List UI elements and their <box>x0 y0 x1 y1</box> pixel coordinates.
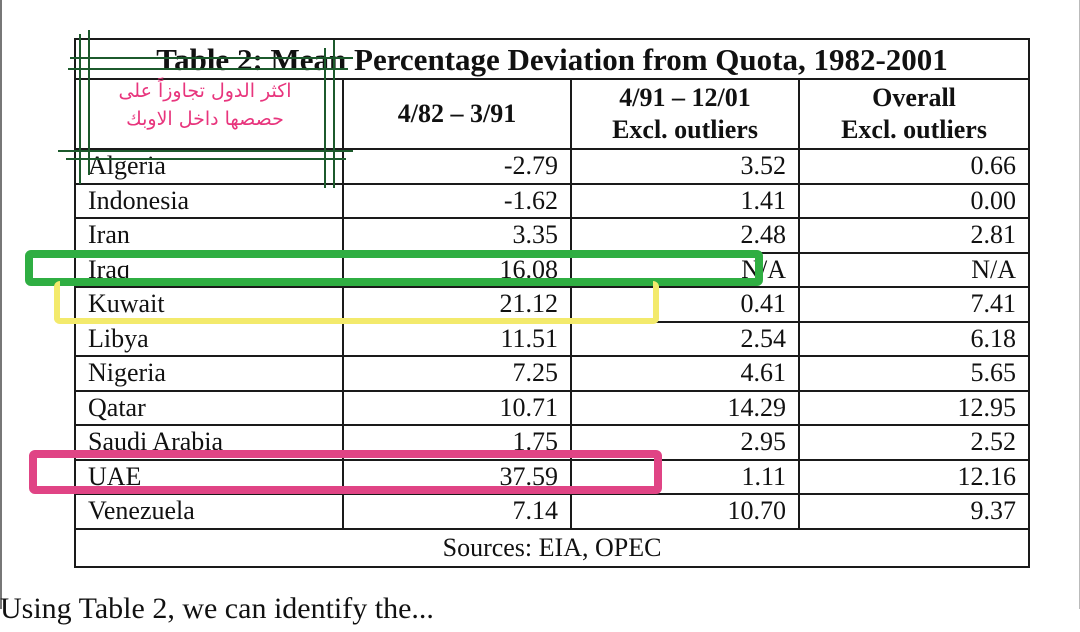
table-row: Venezuela 7.14 10.70 9.37 <box>74 493 1031 530</box>
annotation-frame-line <box>58 150 353 152</box>
cell-overall: 7.41 <box>797 286 1031 323</box>
cut-off-body-text: Using Table 2, we can identify the... <box>0 592 434 625</box>
page-left-edge <box>0 0 2 609</box>
cell-country: Qatar <box>74 389 344 426</box>
table-title: Table 2: Mean Percentage Deviation from … <box>73 38 1031 80</box>
cell-period1: -2.79 <box>342 148 572 185</box>
table-row: Kuwait 21.12 0.41 7.41 <box>74 286 1031 323</box>
annotation-frame-line <box>324 48 326 188</box>
cell-overall: N/A <box>797 251 1031 288</box>
cell-country: Venezuela <box>74 493 344 530</box>
cell-period2: 0.41 <box>570 286 800 323</box>
cell-overall: 12.16 <box>797 458 1031 495</box>
cell-period2: 1.41 <box>570 182 800 219</box>
cell-overall: 9.37 <box>797 493 1031 530</box>
annotation-frame-line <box>66 158 346 160</box>
cell-period2: 4.61 <box>570 355 800 392</box>
table-row: Iran 3.35 2.48 2.81 <box>74 217 1031 254</box>
arabic-annotation: اكثر الدول تجاوزاً على حصصها داخل الاوبك <box>80 75 330 155</box>
header-period1: 4/82 – 3/91 <box>342 78 572 150</box>
cell-period1: -1.62 <box>342 182 572 219</box>
table-source-row: Sources: EIA, OPEC <box>73 527 1031 568</box>
table-row: Indonesia -1.62 1.41 0.00 <box>74 182 1031 219</box>
cell-country: Libya <box>74 320 344 357</box>
cell-period1: 3.35 <box>342 217 572 254</box>
cell-period2: 10.70 <box>570 493 800 530</box>
header-country <box>74 78 344 150</box>
cell-period2: 14.29 <box>570 389 800 426</box>
table-title-row: Table 2: Mean Percentage Deviation from … <box>73 38 1031 80</box>
cell-period2: 2.48 <box>570 217 800 254</box>
cell-country: Indonesia <box>74 182 344 219</box>
cell-country: Nigeria <box>74 355 344 392</box>
header-period2: 4/91 – 12/01 Excl. outliers <box>570 78 800 150</box>
cell-country: Algeria <box>74 148 344 185</box>
table-row: Algeria -2.79 3.52 0.66 <box>74 148 1031 185</box>
cell-period1: 7.25 <box>342 355 572 392</box>
cell-overall: 6.18 <box>797 320 1031 357</box>
cell-overall: 2.52 <box>797 424 1031 461</box>
cell-period2: 3.52 <box>570 148 800 185</box>
header-overall: Overall Excl. outliers <box>797 78 1031 150</box>
annotation-line-2: حصصها داخل الاوبك <box>126 108 284 130</box>
cell-overall: 0.66 <box>797 148 1031 185</box>
table-source: Sources: EIA, OPEC <box>73 527 1031 568</box>
table-header-row: 4/82 – 3/91 4/91 – 12/01 Excl. outliers O… <box>74 78 1031 150</box>
cell-period2: 2.54 <box>570 320 800 357</box>
annotation-frame-line <box>333 40 335 188</box>
cell-period1: 10.71 <box>342 389 572 426</box>
iraq-highlight <box>25 250 763 286</box>
cell-country: Iran <box>74 217 344 254</box>
annotation-frame-line <box>68 68 348 70</box>
annotation-frame-line <box>88 30 90 175</box>
uae-highlight <box>29 450 662 494</box>
table-row: Nigeria 7.25 4.61 5.65 <box>74 355 1031 392</box>
annotation-line-1: اكثر الدول تجاوزاً على <box>118 80 292 102</box>
cell-overall: 2.81 <box>797 217 1031 254</box>
annotation-frame-line <box>79 34 81 184</box>
table-row: Qatar 10.71 14.29 12.95 <box>74 389 1031 426</box>
annotation-frame-line <box>70 57 353 59</box>
kuwait-highlight <box>54 281 659 324</box>
cell-period1: 11.51 <box>342 320 572 357</box>
cell-overall: 5.65 <box>797 355 1031 392</box>
cell-overall: 12.95 <box>797 389 1031 426</box>
cell-period1: 7.14 <box>342 493 572 530</box>
table-row: Libya 11.51 2.54 6.18 <box>74 320 1031 357</box>
cell-overall: 0.00 <box>797 182 1031 219</box>
